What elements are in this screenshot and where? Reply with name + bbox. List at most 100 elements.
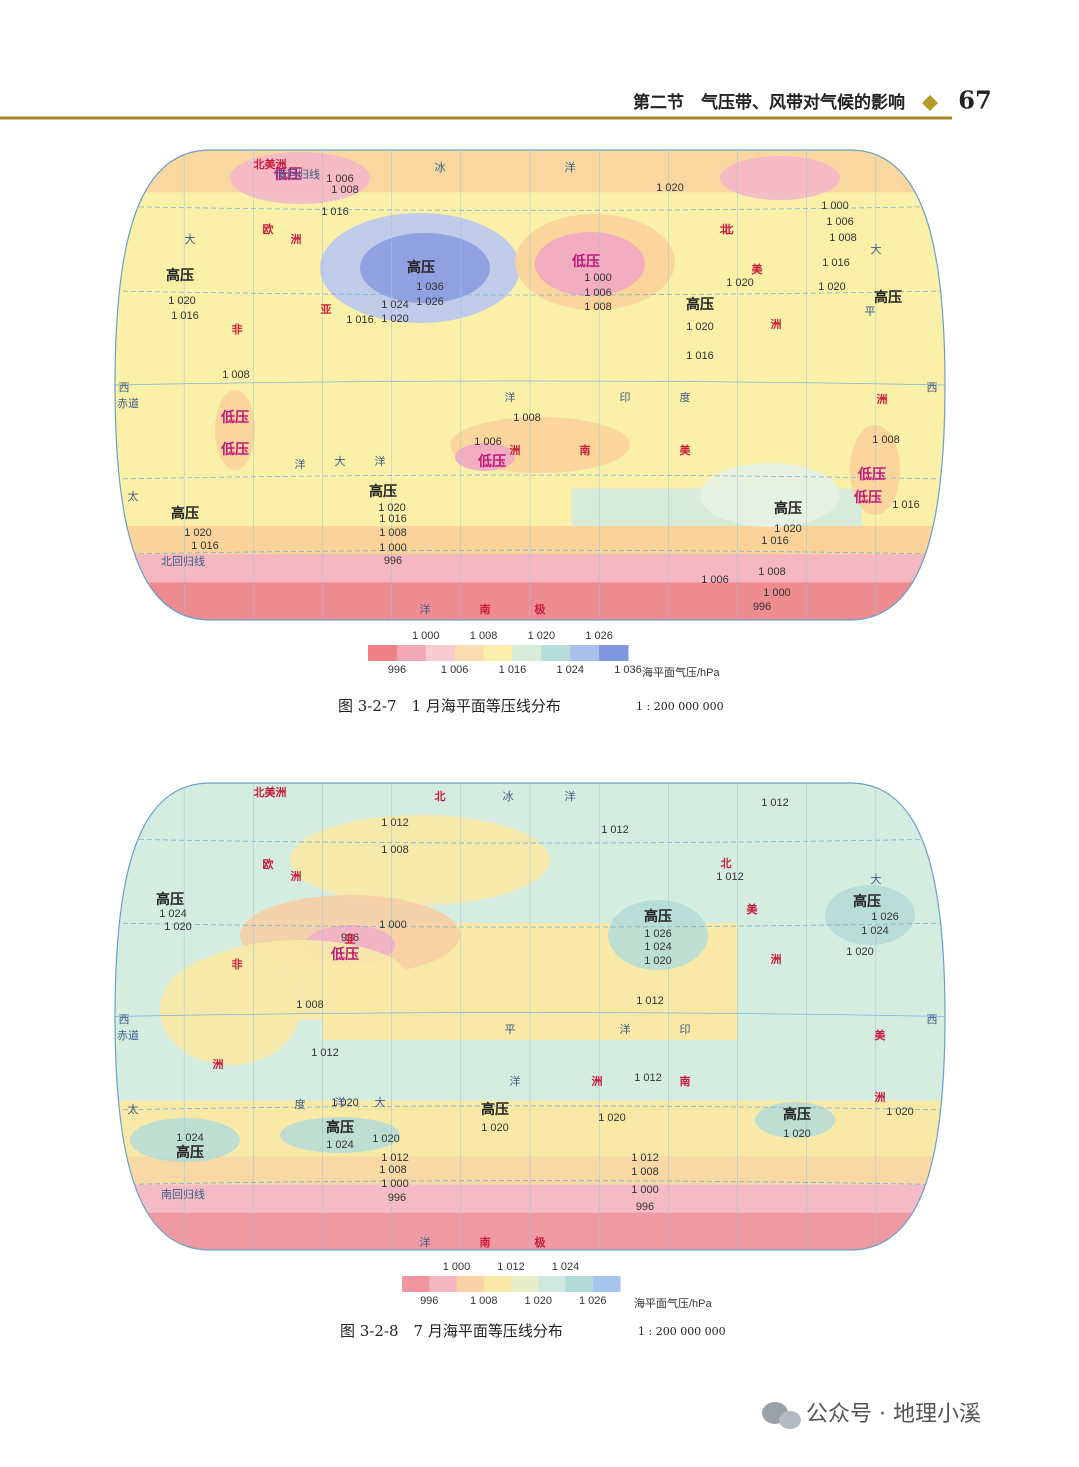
legend-swatch (454, 645, 485, 661)
legend-top-label: 1 020 (528, 630, 556, 642)
pressure-label: 高压 (407, 259, 435, 276)
pressure-label: 996 (753, 601, 771, 613)
pressure-label: 1 008 (829, 232, 857, 244)
pressure-label: 1 016 (379, 513, 407, 525)
pressure-label: 低压 (853, 489, 882, 506)
region-label: 太 (128, 1103, 139, 1116)
legend-bottom-label: 1 016 (499, 664, 527, 676)
legend-swatch (541, 645, 571, 661)
region-label: 洋 (510, 1074, 521, 1088)
region-label: 赤道 (117, 396, 139, 410)
region-label: 洲 (877, 393, 888, 406)
region-label: 大 (871, 872, 882, 886)
pressure-label: 1 020 (726, 277, 754, 289)
pressure-label: 低压 (571, 253, 600, 270)
legend-swatch (456, 1276, 485, 1292)
pressure-label: 高压 (171, 505, 199, 522)
region-label: 度 (680, 390, 691, 404)
pressure-label: 高压 (686, 296, 714, 313)
region-label: 美 (875, 1028, 887, 1042)
watermark-text: 公众号 · 地理小溪 (806, 1402, 981, 1427)
region-label: 北 (720, 222, 731, 236)
pressure-label: 1 016 (321, 206, 349, 218)
pressure-area (455, 443, 515, 471)
legend-bottom-label: 1 036 (614, 664, 642, 676)
caption: 图 3-2-7 1 月海平面等压线分布 (338, 697, 561, 715)
pressure-label: 1 020 (331, 1097, 359, 1109)
region-label: 洋 (335, 1095, 346, 1109)
pressure-label: 1 000 (821, 200, 849, 212)
region-label: 平 (505, 1023, 516, 1036)
region-label: 南回归线 (161, 1187, 205, 1201)
pressure-label: 高压 (166, 267, 194, 284)
pressure-label: 1 008 (513, 412, 541, 424)
region-label: 洲 (291, 870, 302, 883)
region-label: 度 (295, 1097, 306, 1111)
caption: 图 3-2-8 7 月海平面等压线分布 (340, 1322, 563, 1340)
pressure-label: 1 036 (416, 281, 444, 293)
legend-swatch (402, 1276, 430, 1292)
pressure-label: 1 024 (381, 299, 409, 311)
region-label: 大 (375, 1095, 386, 1109)
legend-bottom-label: 1 020 (524, 1295, 552, 1307)
pressure-label: 1 006 (474, 436, 502, 448)
legend-swatch (592, 1276, 621, 1292)
pressure-label: 1 012 (716, 871, 744, 883)
pressure-label: 1 008 (381, 844, 409, 856)
scale: 1 : 200 000 000 (636, 700, 724, 713)
pressure-label: 1 006 (326, 173, 354, 185)
region-label: 美 (752, 262, 764, 276)
pressure-label: 高压 (774, 500, 802, 517)
region-label: 极 (535, 1235, 547, 1249)
pressure-label: 1 012 (761, 797, 789, 809)
pressure-label: 1 020 (481, 1122, 509, 1134)
legend-swatch (368, 645, 398, 661)
region-label: 洲 (213, 1058, 224, 1071)
pressure-label: 1 024 (861, 925, 889, 937)
pressure-label: 1 026 (416, 296, 444, 308)
pressure-label: 1 008 (296, 999, 324, 1011)
legend-top-label: 1 000 (443, 1261, 471, 1273)
region-label: 南 (680, 1074, 691, 1088)
diamond (922, 95, 938, 111)
region-label: 非 (232, 322, 243, 336)
region-label: 洲 (592, 1075, 603, 1088)
legend-swatch (483, 1276, 512, 1292)
section-title: 第二节 气压带、风带对气候的影响 (633, 92, 905, 113)
pressure-label: 1 016 (761, 535, 789, 547)
region-label: 西 (927, 381, 938, 394)
pressure-label: 1 020 (886, 1106, 914, 1118)
pressure-label: 1 020 (656, 182, 684, 194)
pressure-label: 1 008 (331, 184, 359, 196)
map-outline (114, 782, 946, 1251)
pressure-label: 1 000 (763, 587, 791, 599)
region-label: 美 (747, 902, 759, 916)
pressure-label: 1 008 (584, 301, 612, 313)
region-label: 非 (232, 957, 243, 971)
map (115, 783, 945, 1250)
pressure-label: 1 026 (644, 928, 672, 940)
pressure-label: 1 000 (584, 272, 612, 284)
region-label: 南 (480, 1235, 491, 1249)
legend-swatch (483, 645, 513, 661)
legend-bottom-label: 996 (388, 664, 406, 676)
pressure-label: 1 020 (378, 502, 406, 514)
pressure-area (290, 815, 550, 905)
region-label: 洋 (505, 390, 516, 404)
region-label: 大 (871, 242, 882, 256)
region-label: 极 (535, 602, 547, 616)
region-label: 北 (723, 222, 734, 236)
region-label: 平 (865, 305, 876, 318)
pressure-label: 1 020 (783, 1128, 811, 1140)
pressure-area (130, 1118, 240, 1162)
map (115, 150, 945, 620)
pressure-area (700, 463, 840, 527)
pressure-label: 1 020 (372, 1133, 400, 1145)
legend-swatch (570, 645, 600, 661)
legend-swatch (565, 1276, 594, 1292)
pressure-area (720, 156, 840, 200)
pressure-label: 996 (636, 1201, 654, 1213)
pressure-label: 1 016 (346, 314, 374, 326)
region-label: 洋 (565, 789, 576, 803)
